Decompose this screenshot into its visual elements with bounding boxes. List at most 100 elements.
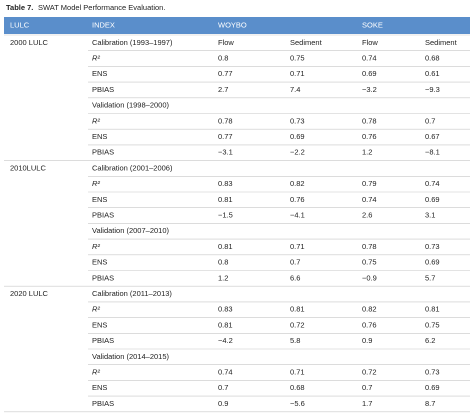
section-label: Calibration (1993–1997) bbox=[92, 38, 173, 47]
header-cell: INDEX bbox=[92, 20, 115, 29]
value-cell: 0.82 bbox=[362, 305, 377, 314]
value-cell: −2.2 bbox=[290, 148, 305, 157]
index-cell: ENS bbox=[92, 258, 107, 267]
value-cell: 0.74 bbox=[362, 54, 377, 63]
value-cell: 0.78 bbox=[218, 116, 233, 125]
index-cell: PBIAS bbox=[92, 148, 114, 157]
value-cell: 0.82 bbox=[290, 179, 305, 188]
value-cell: 0.73 bbox=[290, 116, 305, 125]
value-cell: 1.7 bbox=[362, 399, 372, 408]
value-cell: 0.75 bbox=[425, 320, 440, 329]
value-cell: −3.1 bbox=[218, 148, 233, 157]
value-cell: 6.6 bbox=[290, 273, 300, 282]
value-cell: 0.8 bbox=[218, 54, 228, 63]
lulc-cell: 2000 LULC bbox=[10, 38, 49, 47]
value-cell: 0.72 bbox=[362, 368, 377, 377]
value-cell: −3.2 bbox=[362, 85, 377, 94]
section-label: Calibration (2011–2013) bbox=[92, 289, 172, 298]
index-cell: ENS bbox=[92, 69, 107, 78]
value-cell: −1.5 bbox=[218, 211, 233, 220]
value-cell: 0.68 bbox=[425, 54, 440, 63]
lulc-cell: 2020 LULC bbox=[10, 289, 49, 298]
header-band bbox=[4, 17, 470, 34]
index-cell: R² bbox=[92, 179, 100, 188]
value-cell: 0.81 bbox=[425, 305, 440, 314]
index-cell: PBIAS bbox=[92, 211, 114, 220]
value-cell: 7.4 bbox=[290, 85, 300, 94]
value-cell: 0.76 bbox=[362, 132, 377, 141]
value-cell: 0.73 bbox=[425, 368, 440, 377]
value-cell: 0.8 bbox=[218, 258, 228, 267]
value-cell: 0.73 bbox=[425, 242, 440, 251]
value-cell: 2.6 bbox=[362, 211, 372, 220]
value-cell: 2.7 bbox=[218, 85, 228, 94]
index-cell: R² bbox=[92, 54, 100, 63]
value-cell: 1.2 bbox=[362, 148, 372, 157]
value-cell: 0.78 bbox=[362, 242, 377, 251]
value-cell: 0.72 bbox=[290, 320, 305, 329]
value-cell: 0.69 bbox=[290, 132, 305, 141]
value-cell: 0.9 bbox=[362, 336, 372, 345]
index-cell: ENS bbox=[92, 195, 107, 204]
index-cell: ENS bbox=[92, 320, 107, 329]
header-cell: WOYBO bbox=[218, 20, 247, 29]
index-cell: R² bbox=[92, 368, 100, 377]
value-cell: 3.1 bbox=[425, 211, 435, 220]
value-cell: 0.69 bbox=[362, 69, 377, 78]
column-label: Sediment bbox=[290, 38, 323, 47]
column-label: Sediment bbox=[425, 38, 458, 47]
value-cell: 0.71 bbox=[290, 242, 305, 251]
value-cell: 0.69 bbox=[425, 195, 440, 204]
lulc-cell: 2010LULC bbox=[10, 163, 46, 172]
value-cell: 0.81 bbox=[218, 242, 233, 251]
value-cell: −0.9 bbox=[362, 273, 377, 282]
column-label: Flow bbox=[218, 38, 234, 47]
value-cell: −5.6 bbox=[290, 399, 305, 408]
value-cell: 6.2 bbox=[425, 336, 435, 345]
value-cell: 0.77 bbox=[218, 132, 233, 141]
index-cell: R² bbox=[92, 305, 100, 314]
value-cell: 5.7 bbox=[425, 273, 435, 282]
index-cell: ENS bbox=[92, 383, 107, 392]
value-cell: 8.7 bbox=[425, 399, 435, 408]
index-cell: PBIAS bbox=[92, 336, 114, 345]
value-cell: 0.71 bbox=[290, 368, 305, 377]
value-cell: 0.71 bbox=[290, 69, 305, 78]
table-title: SWAT Model Performance Evaluation. bbox=[38, 3, 165, 12]
value-cell: 0.81 bbox=[218, 320, 233, 329]
value-cell: 0.69 bbox=[425, 383, 440, 392]
value-cell: 0.77 bbox=[218, 69, 233, 78]
header-cell: LULC bbox=[10, 20, 30, 29]
value-cell: −9.3 bbox=[425, 85, 440, 94]
value-cell: 0.76 bbox=[290, 195, 305, 204]
value-cell: 0.74 bbox=[362, 195, 377, 204]
value-cell: 0.79 bbox=[362, 179, 377, 188]
value-cell: −4.2 bbox=[218, 336, 233, 345]
section-label: Validation (2014–2015) bbox=[92, 352, 170, 361]
value-cell: 0.74 bbox=[425, 179, 440, 188]
index-cell: PBIAS bbox=[92, 85, 114, 94]
value-cell: 0.83 bbox=[218, 179, 233, 188]
value-cell: 0.74 bbox=[218, 368, 233, 377]
value-cell: 5.8 bbox=[290, 336, 300, 345]
value-cell: 0.67 bbox=[425, 132, 440, 141]
section-label: Calibration (2001–2006) bbox=[92, 163, 173, 172]
value-cell: 0.75 bbox=[362, 258, 377, 267]
index-cell: ENS bbox=[92, 132, 107, 141]
value-cell: 0.9 bbox=[218, 399, 228, 408]
value-cell: 0.81 bbox=[290, 305, 305, 314]
value-cell: 0.7 bbox=[425, 116, 435, 125]
value-cell: −4.1 bbox=[290, 211, 305, 220]
value-cell: 0.69 bbox=[425, 258, 440, 267]
value-cell: 0.68 bbox=[290, 383, 305, 392]
value-cell: 0.78 bbox=[362, 116, 377, 125]
section-label: Validation (2007–2010) bbox=[92, 226, 170, 235]
value-cell: 0.83 bbox=[218, 305, 233, 314]
column-label: Flow bbox=[362, 38, 378, 47]
index-cell: PBIAS bbox=[92, 273, 114, 282]
value-cell: −8.1 bbox=[425, 148, 440, 157]
value-cell: 0.7 bbox=[218, 383, 228, 392]
index-cell: PBIAS bbox=[92, 399, 114, 408]
value-cell: 0.61 bbox=[425, 69, 440, 78]
section-label: Validation (1998–2000) bbox=[92, 101, 170, 110]
